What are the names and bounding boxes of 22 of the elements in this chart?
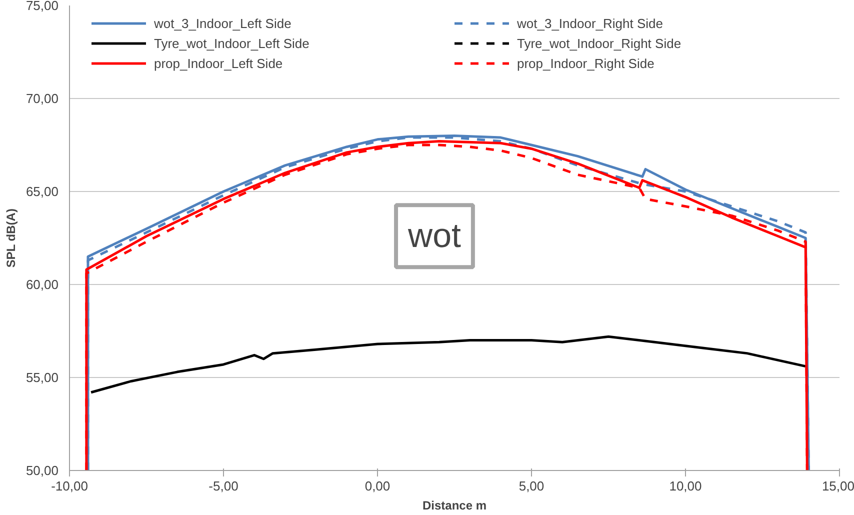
y-tick-label: 65,00 bbox=[26, 184, 59, 199]
x-tick-label: 5,00 bbox=[518, 478, 544, 494]
x-tick-label: -10,00 bbox=[51, 478, 88, 494]
x-tick-label: 10,00 bbox=[669, 478, 702, 494]
legend-label: Tyre_wot_Indoor_Right Side bbox=[517, 36, 682, 50]
y-axis-title: SPL dB(A) bbox=[4, 208, 18, 268]
x-tick-label: -5,00 bbox=[208, 478, 238, 494]
legend-label: prop_Indoor_Left Side bbox=[154, 56, 284, 70]
legend-label: wot_3_Indoor_Right Side bbox=[517, 16, 664, 30]
x-tick-label: 15,00 bbox=[822, 478, 854, 494]
y-tick-label: 55,00 bbox=[26, 370, 59, 385]
legend-label: Tyre_wot_Indoor_Left Side bbox=[154, 36, 310, 50]
x-tick-label: 0,00 bbox=[364, 478, 390, 494]
y-tick-label: 50,00 bbox=[26, 463, 59, 478]
x-axis-title: Distance m bbox=[422, 498, 487, 512]
y-tick-label: 60,00 bbox=[26, 277, 59, 292]
y-tick-label: 75,00 bbox=[26, 0, 59, 13]
legend-label: prop_Indoor_Right Side bbox=[517, 56, 656, 70]
legend-label: wot_3_Indoor_Left Side bbox=[154, 16, 292, 30]
y-tick-label: 70,00 bbox=[26, 91, 59, 106]
annotation: wot bbox=[407, 217, 462, 256]
line-series bbox=[90, 335, 807, 394]
